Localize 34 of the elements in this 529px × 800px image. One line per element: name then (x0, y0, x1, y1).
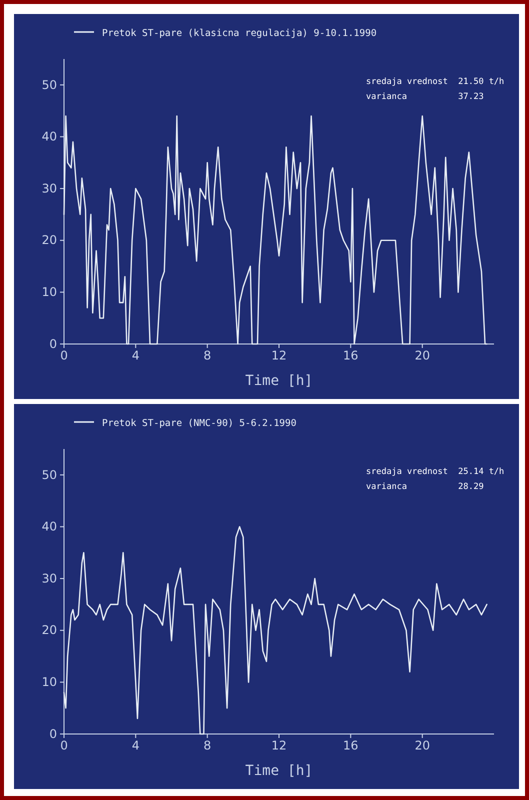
x-tick-label: 8 (204, 348, 212, 363)
line-series (63, 115, 488, 345)
annotation: varianca 37.23 (366, 92, 484, 102)
y-tick-label: 30 (42, 571, 57, 586)
y-tick-label: 10 (42, 285, 57, 300)
annotation: sredaja vrednost 25.14 t/h (366, 467, 504, 477)
y-tick-label: 40 (42, 520, 57, 534)
y-tick-label: 30 (42, 181, 57, 196)
x-axis-title: Time [h] (245, 763, 313, 779)
y-tick-label: 10 (42, 675, 57, 690)
y-tick-label: 20 (42, 623, 57, 638)
x-tick-label: 20 (414, 348, 430, 363)
y-tick-label: 0 (49, 336, 57, 351)
x-tick-label: 4 (132, 738, 140, 753)
x-tick-label: 20 (414, 738, 430, 753)
x-tick-label: 0 (60, 738, 68, 753)
x-tick-label: 12 (271, 738, 287, 753)
annotation: sredaja vrednost 21.50 t/h (366, 77, 504, 87)
annotation: varianca 28.29 (366, 482, 484, 492)
line-series (63, 526, 488, 735)
x-tick-label: 12 (271, 348, 287, 363)
y-tick-label: 0 (49, 726, 57, 741)
x-tick-label: 16 (343, 348, 358, 363)
x-axis-title: Time [h] (245, 373, 313, 389)
x-tick-label: 4 (132, 348, 140, 363)
y-tick-label: 50 (42, 78, 57, 92)
x-tick-label: 8 (204, 738, 212, 753)
legend-label: Pretok ST-pare (NMC-90) 5-6.2.1990 (102, 418, 297, 429)
y-tick-label: 40 (42, 130, 57, 144)
x-tick-label: 16 (343, 738, 358, 753)
x-tick-label: 0 (60, 348, 68, 363)
y-tick-label: 50 (42, 468, 57, 482)
legend-label: Pretok ST-pare (klasicna regulacija) 9-10.1.1990 (102, 28, 377, 39)
y-tick-label: 20 (42, 233, 57, 248)
